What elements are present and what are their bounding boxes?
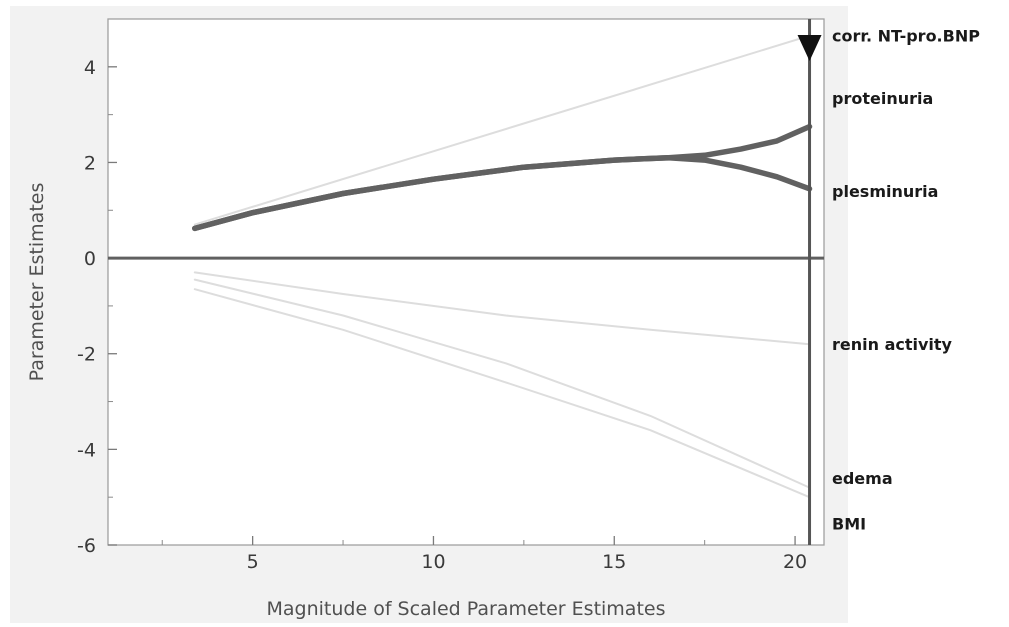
series-lines (192, 34, 813, 499)
series-label: renin activity (832, 335, 953, 354)
plot-area (107, 18, 825, 546)
series-line-renin-activity[interactable] (193, 271, 811, 346)
x-tick-label: 20 (783, 551, 807, 573)
x-tick-label: 5 (247, 551, 259, 573)
series-line-bmi[interactable] (193, 288, 811, 499)
series-line-corr-nt-pro-bnp[interactable] (193, 34, 811, 226)
series-labels: corr. NT-pro.BNP proteinuria plesminuria re… (832, 27, 980, 534)
minor-ticks (108, 114, 706, 545)
series-label: proteinuria (832, 89, 933, 108)
series-line-edema[interactable] (193, 278, 811, 489)
y-tick-label: -2 (77, 344, 96, 366)
marker-handle-triangle[interactable] (797, 35, 822, 61)
x-tick-label: 15 (602, 551, 626, 573)
vertical-marker[interactable] (797, 19, 822, 545)
series-label: plesminuria (832, 182, 938, 201)
x-tick-label: 10 (421, 551, 445, 573)
y-axis-title: Parameter Estimates (26, 183, 48, 382)
y-tick-label: -4 (77, 439, 96, 461)
series-line-plesminuria[interactable] (192, 154, 813, 232)
y-tick-label: -6 (77, 535, 96, 557)
y-tick-label: 4 (84, 57, 96, 79)
y-tick-label: 0 (84, 248, 96, 270)
series-label: corr. NT-pro.BNP (832, 27, 980, 46)
y-tick-label: 2 (84, 152, 96, 174)
x-axis-title: Magnitude of Scaled Parameter Estimates (267, 598, 666, 620)
series-label: BMI (832, 514, 866, 533)
series-label: edema (832, 469, 893, 488)
